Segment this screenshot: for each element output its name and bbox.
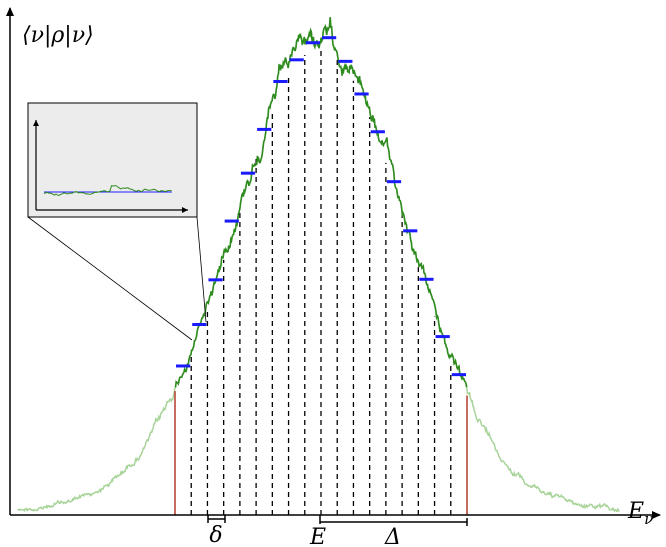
inset xyxy=(27,102,207,341)
bin-width-label: δ xyxy=(209,523,222,547)
x-axis-label-base: E xyxy=(627,499,644,524)
energy-label: E xyxy=(309,525,326,547)
x-axis-label: Eν xyxy=(627,499,653,528)
x-axis-label-sub: ν xyxy=(644,510,653,528)
delta-bracket xyxy=(207,515,226,523)
plot xyxy=(17,17,620,515)
window-label: Δ xyxy=(384,525,401,547)
tail-curve xyxy=(17,17,620,513)
window-bracket xyxy=(320,518,468,526)
y-axis-label: ⟨ν|ρ|ν⟩ xyxy=(22,23,94,48)
window-curve xyxy=(174,17,468,388)
